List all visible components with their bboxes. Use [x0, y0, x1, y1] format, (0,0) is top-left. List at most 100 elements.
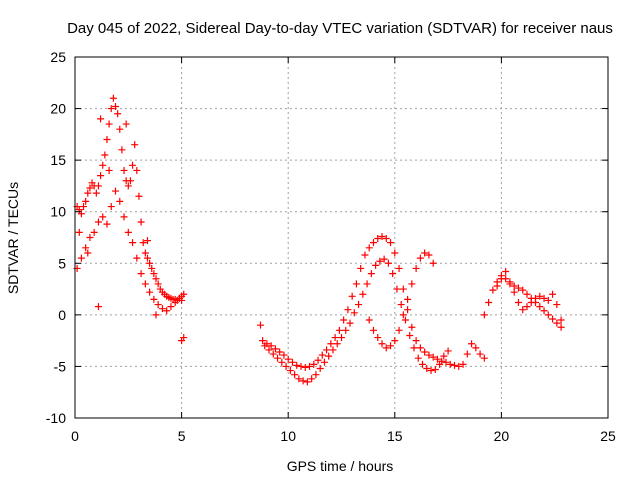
data-point	[314, 356, 322, 364]
data-point	[553, 301, 561, 309]
data-point	[408, 280, 416, 288]
data-point	[291, 371, 299, 379]
data-point	[152, 311, 160, 319]
data-point	[463, 350, 471, 358]
data-point	[523, 290, 531, 298]
data-point	[519, 286, 527, 294]
data-point	[365, 244, 373, 252]
data-point	[429, 259, 437, 267]
data-point	[389, 270, 397, 278]
data-point	[549, 315, 557, 323]
data-point	[107, 203, 115, 211]
data-point	[135, 192, 143, 200]
data-point	[261, 342, 269, 350]
data-point	[476, 350, 484, 358]
data-point	[82, 244, 90, 252]
data-point	[401, 316, 409, 324]
data-point	[316, 364, 324, 372]
data-point	[124, 228, 132, 236]
data-point	[489, 286, 497, 294]
plot-frame	[74, 56, 609, 419]
data-point	[549, 290, 557, 298]
data-point	[158, 305, 166, 313]
y-axis-label: SDTVAR / TECUs	[5, 182, 21, 294]
data-point	[269, 350, 277, 358]
data-point	[299, 377, 307, 385]
data-point	[544, 296, 552, 304]
data-point	[137, 218, 145, 226]
data-point	[406, 331, 414, 339]
data-point	[124, 182, 132, 190]
data-point	[450, 361, 458, 369]
data-point	[361, 251, 369, 259]
data-point	[412, 264, 420, 272]
data-point	[284, 355, 292, 363]
series-SDTVAR-track-5	[365, 249, 437, 352]
data-point	[338, 334, 345, 342]
data-point	[297, 362, 305, 370]
data-point	[536, 303, 544, 311]
data-point	[77, 210, 85, 218]
data-point	[357, 264, 365, 272]
data-point	[380, 255, 388, 263]
data-point	[382, 235, 390, 243]
data-point	[90, 228, 98, 236]
data-point	[97, 115, 105, 123]
data-point	[557, 323, 565, 331]
data-point	[312, 371, 320, 379]
x-tick-label: 20	[494, 428, 510, 444]
data-point	[395, 326, 403, 334]
data-point	[436, 360, 444, 368]
data-point	[180, 334, 188, 342]
series-SDTVAR-track-2	[73, 187, 186, 315]
data-point	[444, 347, 452, 355]
data-point	[77, 254, 85, 262]
data-point	[423, 364, 431, 372]
data-point	[485, 298, 493, 306]
data-point	[101, 151, 109, 159]
data-point	[293, 361, 301, 369]
data-point	[408, 323, 416, 331]
data-point	[94, 182, 102, 190]
data-point	[274, 354, 282, 362]
data-point	[510, 282, 518, 290]
data-point	[267, 342, 275, 350]
data-point	[387, 239, 395, 247]
data-point	[497, 275, 505, 283]
data-point	[404, 295, 412, 303]
data-point	[372, 261, 380, 269]
data-point	[427, 367, 435, 375]
data-point	[374, 334, 382, 342]
data-point	[414, 354, 422, 362]
series-SDTVAR-outliers	[75, 115, 188, 345]
data-point	[369, 239, 377, 247]
data-point	[440, 352, 448, 360]
data-point	[288, 358, 296, 366]
data-point	[412, 337, 420, 345]
data-point	[131, 141, 139, 149]
data-point	[378, 340, 386, 348]
data-point	[387, 342, 395, 350]
data-point	[112, 187, 120, 195]
data-point	[265, 346, 273, 354]
data-point	[532, 294, 540, 302]
y-tick-label: 0	[58, 307, 66, 323]
data-point	[167, 303, 175, 311]
data-point	[527, 298, 535, 306]
data-point	[323, 346, 331, 354]
data-point	[540, 294, 548, 302]
data-point	[342, 326, 350, 334]
y-tick-label: 25	[50, 49, 66, 65]
data-point	[150, 295, 158, 303]
data-point	[376, 257, 384, 265]
data-point	[301, 363, 309, 371]
data-point	[259, 337, 267, 345]
data-point	[141, 280, 149, 288]
data-point	[557, 316, 565, 324]
data-point	[553, 319, 561, 327]
grid	[75, 57, 608, 418]
data-point	[82, 197, 90, 205]
series-SDTVAR-track-4	[261, 255, 452, 386]
data-point	[510, 288, 518, 296]
